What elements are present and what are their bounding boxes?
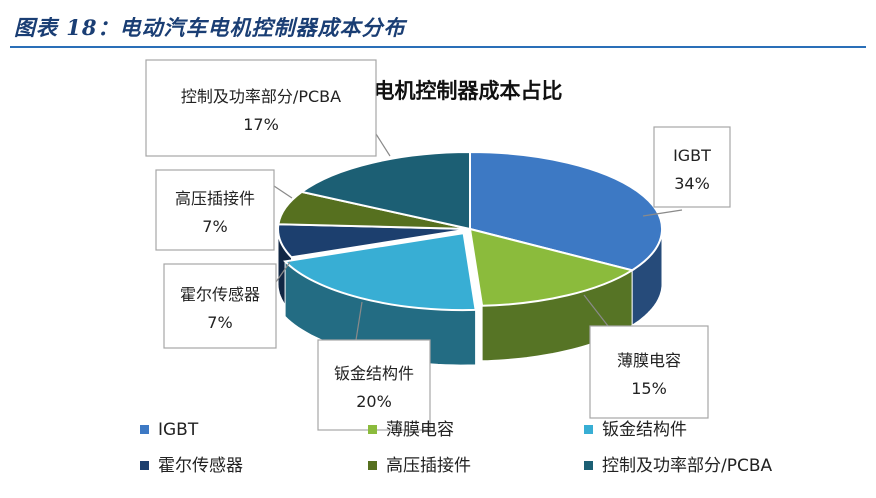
callout-leader <box>355 301 363 341</box>
callout-box <box>155 169 275 251</box>
callout-1: IGBT 34% <box>642 126 731 217</box>
legend-label: 薄膜电容 <box>386 420 454 440</box>
callout-leader <box>275 261 291 283</box>
data-label-value: 34% <box>674 174 710 193</box>
callout-4: 霍尔传感器 7% <box>163 261 291 349</box>
chart-title: 电机控制器成本占比 <box>374 79 563 103</box>
legend-swatch <box>140 461 149 470</box>
callout-leader <box>642 209 683 217</box>
data-label-value: 7% <box>207 313 232 332</box>
chart-frame: 电机控制器成本占比 IGBT 34% 薄膜电容 15% 钣金结构件 20% 霍尔传感器 7% 高… <box>138 50 822 494</box>
callout-box <box>653 126 731 208</box>
pie-slice-2 <box>468 227 635 307</box>
legend-item-1: IGBT <box>140 420 199 440</box>
callout-6: 控制及功率部分/PCBA 17% <box>145 59 391 157</box>
legend-swatch <box>368 461 377 470</box>
callout-leader <box>273 185 293 199</box>
legend-label: IGBT <box>158 420 199 440</box>
callout-leader <box>375 133 391 157</box>
legend-item-2: 薄膜电容 <box>368 420 454 440</box>
legend-swatch <box>584 461 593 470</box>
data-label-category: 薄膜电容 <box>617 351 681 370</box>
callout-leader <box>583 294 609 327</box>
pie-layer <box>277 150 663 366</box>
callout-5: 高压插接件 7% <box>155 169 293 251</box>
pie-slice-6 <box>299 150 471 231</box>
callout-box <box>145 59 377 157</box>
legend-swatch <box>140 425 149 434</box>
callout-box <box>589 325 709 419</box>
callout-box <box>317 339 431 431</box>
legend-swatch <box>584 425 593 434</box>
callout-2: 薄膜电容 15% <box>583 294 709 419</box>
legend-label: 控制及功率部分/PCBA <box>602 456 773 476</box>
data-label-value: 20% <box>356 392 392 411</box>
callout-layer: IGBT 34% 薄膜电容 15% 钣金结构件 20% 霍尔传感器 7% 高压插接件 7% 控制及功… <box>145 59 731 431</box>
legend-swatch <box>368 425 377 434</box>
legend-item-6: 控制及功率部分/PCBA <box>584 456 773 476</box>
data-label-category: 高压插接件 <box>175 189 255 208</box>
callout-3: 钣金结构件 20% <box>317 301 431 431</box>
legend-item-5: 高压插接件 <box>368 456 471 476</box>
pie-slice-3 <box>283 231 477 312</box>
data-label-category: 控制及功率部分/PCBA <box>181 87 341 106</box>
legend-label: 高压插接件 <box>386 456 471 476</box>
legend-item-3: 钣金结构件 <box>584 420 687 440</box>
data-label-category: 钣金结构件 <box>334 364 414 383</box>
page-title: 图表 18：电动汽车电机控制器成本分布 <box>14 15 406 40</box>
callout-box <box>163 263 277 349</box>
legend-label: 钣金结构件 <box>602 420 687 440</box>
data-label-value: 7% <box>202 217 227 236</box>
title-rule <box>10 46 866 48</box>
data-label-value: 15% <box>631 379 667 398</box>
legend-item-4: 霍尔传感器 <box>140 456 243 476</box>
data-label-category: IGBT <box>673 146 711 165</box>
data-label-value: 17% <box>243 115 279 134</box>
pie-chart: 电机控制器成本占比 IGBT34%薄膜电容15%钣金结构件20%霍尔传感器7%高… <box>140 59 773 476</box>
data-label-category: 霍尔传感器 <box>180 285 260 304</box>
legend-label: 霍尔传感器 <box>158 456 243 476</box>
